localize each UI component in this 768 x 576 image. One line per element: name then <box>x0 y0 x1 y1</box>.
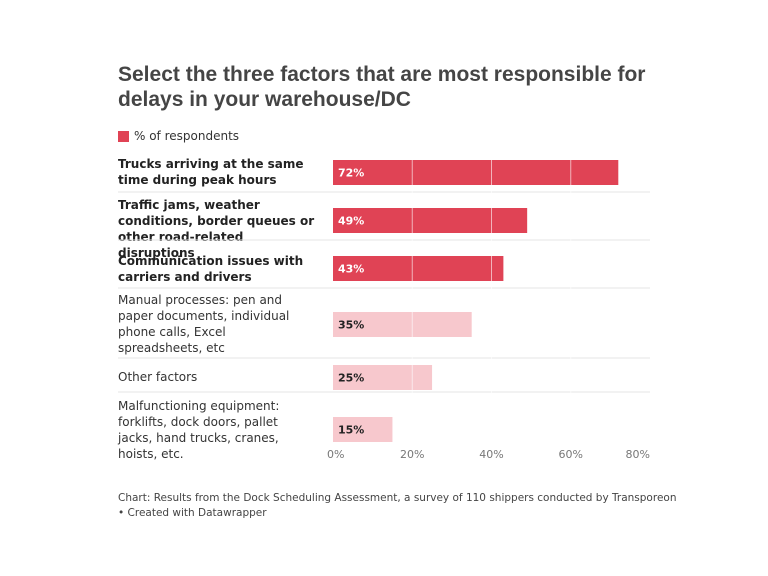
bar <box>333 312 472 337</box>
category-label: Malfunctioning equipment: forklifts, doc… <box>118 399 280 461</box>
bar <box>333 365 433 390</box>
category-label: Trucks arriving at the same time during … <box>118 157 304 187</box>
x-tick-label: 40% <box>479 448 503 461</box>
value-label: 49% <box>338 215 364 228</box>
x-tick-label: 60% <box>559 448 583 461</box>
x-tick-label: 20% <box>400 448 424 461</box>
chart-title: Select the three factors that are most r… <box>118 63 646 111</box>
value-label: 35% <box>338 319 364 332</box>
bar <box>333 160 619 185</box>
category-label: Communication issues with carriers and d… <box>118 254 304 284</box>
bar <box>333 208 528 233</box>
value-label: 15% <box>338 424 364 437</box>
x-axis-ticks: 0% 20% 40% 60% 80% <box>327 448 650 461</box>
value-labels: 72% 49% 43% 35% 25% 15% <box>338 167 364 437</box>
source-note: Chart: Results from the Dock Scheduling … <box>118 492 677 519</box>
gridlines <box>411 155 572 445</box>
row-separators <box>118 191 650 393</box>
category-label: Manual processes: pen and paper document… <box>118 293 290 355</box>
legend: % of respondents <box>118 129 239 143</box>
category-label: Other factors <box>118 370 198 384</box>
value-label: 43% <box>338 263 364 276</box>
value-label: 72% <box>338 167 364 180</box>
bars <box>333 160 619 442</box>
value-label: 25% <box>338 372 364 385</box>
legend-label: % of respondents <box>134 129 240 143</box>
x-tick-label: 80% <box>626 448 650 461</box>
legend-swatch <box>118 130 129 142</box>
bar <box>333 417 393 442</box>
x-tick-label: 0% <box>327 448 344 461</box>
bar <box>333 256 504 281</box>
